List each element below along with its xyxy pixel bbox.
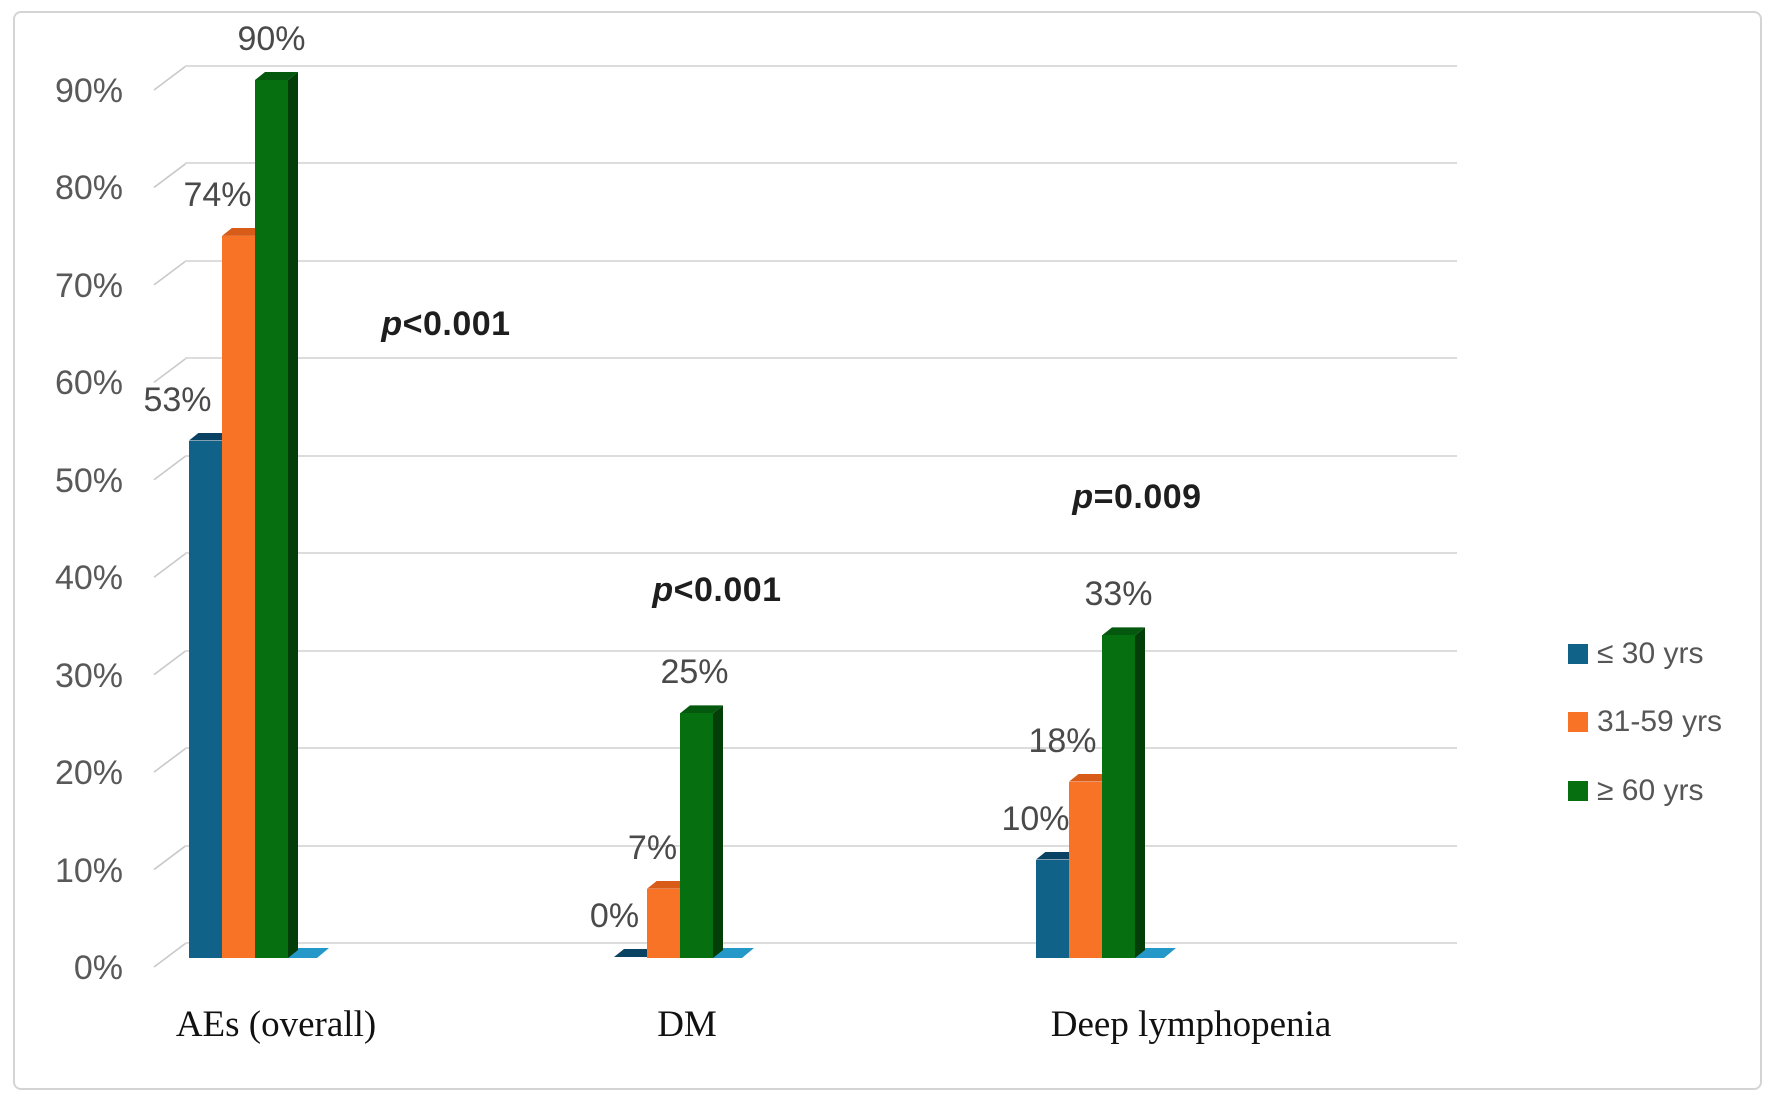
floor-piece bbox=[283, 948, 329, 958]
gridline-90 bbox=[185, 65, 1457, 67]
y-axis-tick-label: 0% bbox=[73, 949, 123, 987]
y-axis-tick-label: 60% bbox=[54, 364, 123, 403]
bar-side-face bbox=[1135, 627, 1145, 958]
gridline-20 bbox=[185, 747, 1457, 750]
y-axis-tick-label: 40% bbox=[54, 559, 123, 598]
gridline-30 bbox=[185, 649, 1457, 652]
category-label: DM bbox=[657, 1004, 717, 1045]
bar-top-face bbox=[222, 227, 265, 236]
p-value-annotation: p<0.001 bbox=[381, 305, 511, 343]
bar-DM-31-59 yrs bbox=[647, 888, 680, 958]
bar-top-face bbox=[1036, 851, 1079, 860]
data-label: 7% bbox=[627, 828, 678, 867]
y-axis-tick-label: 80% bbox=[54, 169, 123, 208]
y-axis-tick-label: 50% bbox=[54, 461, 123, 500]
bar-zero-flat bbox=[614, 949, 657, 957]
p-value-annotation: p<0.001 bbox=[652, 571, 782, 609]
legend-label: ≤ 30 yrs bbox=[1597, 637, 1704, 670]
legend-item: 31-59 yrs bbox=[1568, 705, 1722, 739]
legend-label: 31-59 yrs bbox=[1597, 705, 1723, 738]
data-label: 25% bbox=[660, 653, 729, 692]
gridline-70 bbox=[185, 259, 1457, 262]
bar-Deep lymphopenia-31-59 yrs bbox=[1069, 781, 1102, 958]
figure-border bbox=[13, 11, 1762, 1090]
data-label: 18% bbox=[1028, 721, 1097, 760]
bar-top-face bbox=[1102, 627, 1145, 636]
gridline-60 bbox=[185, 357, 1457, 360]
category-label: Deep lymphopenia bbox=[1050, 1004, 1332, 1045]
bar-AEs (overall)-≥ 60 yrs bbox=[255, 80, 288, 958]
floor-piece bbox=[708, 948, 754, 958]
bar-side-face bbox=[713, 705, 723, 958]
bar-top-face bbox=[189, 432, 232, 441]
gridline-50 bbox=[185, 454, 1457, 457]
bar-Deep lymphopenia-≤ 30 yrs bbox=[1036, 859, 1069, 958]
data-label: 74% bbox=[183, 175, 252, 214]
y-axis-tick-label: 70% bbox=[54, 266, 123, 305]
gridline-0 bbox=[185, 942, 1457, 944]
legend-swatch-icon bbox=[1568, 644, 1588, 664]
data-label: 90% bbox=[237, 20, 306, 58]
legend-item: ≥ 60 yrs bbox=[1568, 774, 1704, 808]
bar-AEs (overall)-≤ 30 yrs bbox=[189, 440, 222, 958]
category-label: AEs (overall) bbox=[175, 1004, 377, 1045]
bar-Deep lymphopenia-≥ 60 yrs bbox=[1102, 635, 1135, 958]
bar-side-face bbox=[288, 72, 298, 958]
y-axis-tick-label: 90% bbox=[54, 72, 123, 110]
floor-piece bbox=[1130, 948, 1176, 958]
gridline-80 bbox=[185, 162, 1457, 165]
y-axis-tick-label: 30% bbox=[54, 656, 123, 695]
legend-swatch-icon bbox=[1568, 712, 1588, 732]
gridline-10 bbox=[185, 844, 1457, 847]
bar-top-face bbox=[680, 705, 723, 714]
bar-top-face bbox=[647, 880, 690, 889]
p-value-annotation: p=0.009 bbox=[1072, 478, 1202, 516]
data-label: 10% bbox=[1001, 799, 1070, 838]
legend-label: ≥ 60 yrs bbox=[1597, 774, 1704, 807]
data-label: 33% bbox=[1084, 575, 1153, 614]
bar-DM-≥ 60 yrs bbox=[680, 713, 713, 958]
bar-AEs (overall)-31-59 yrs bbox=[222, 235, 255, 958]
bar-top-face bbox=[1069, 773, 1112, 782]
data-label: 0% bbox=[589, 897, 640, 935]
bar-top-face bbox=[255, 72, 298, 80]
legend-swatch-icon bbox=[1568, 781, 1588, 801]
gridline-40 bbox=[185, 552, 1457, 555]
legend-item: ≤ 30 yrs bbox=[1568, 637, 1704, 671]
y-axis-tick-label: 20% bbox=[54, 754, 123, 793]
y-axis-tick-label: 10% bbox=[54, 851, 123, 890]
data-label: 53% bbox=[143, 380, 212, 419]
